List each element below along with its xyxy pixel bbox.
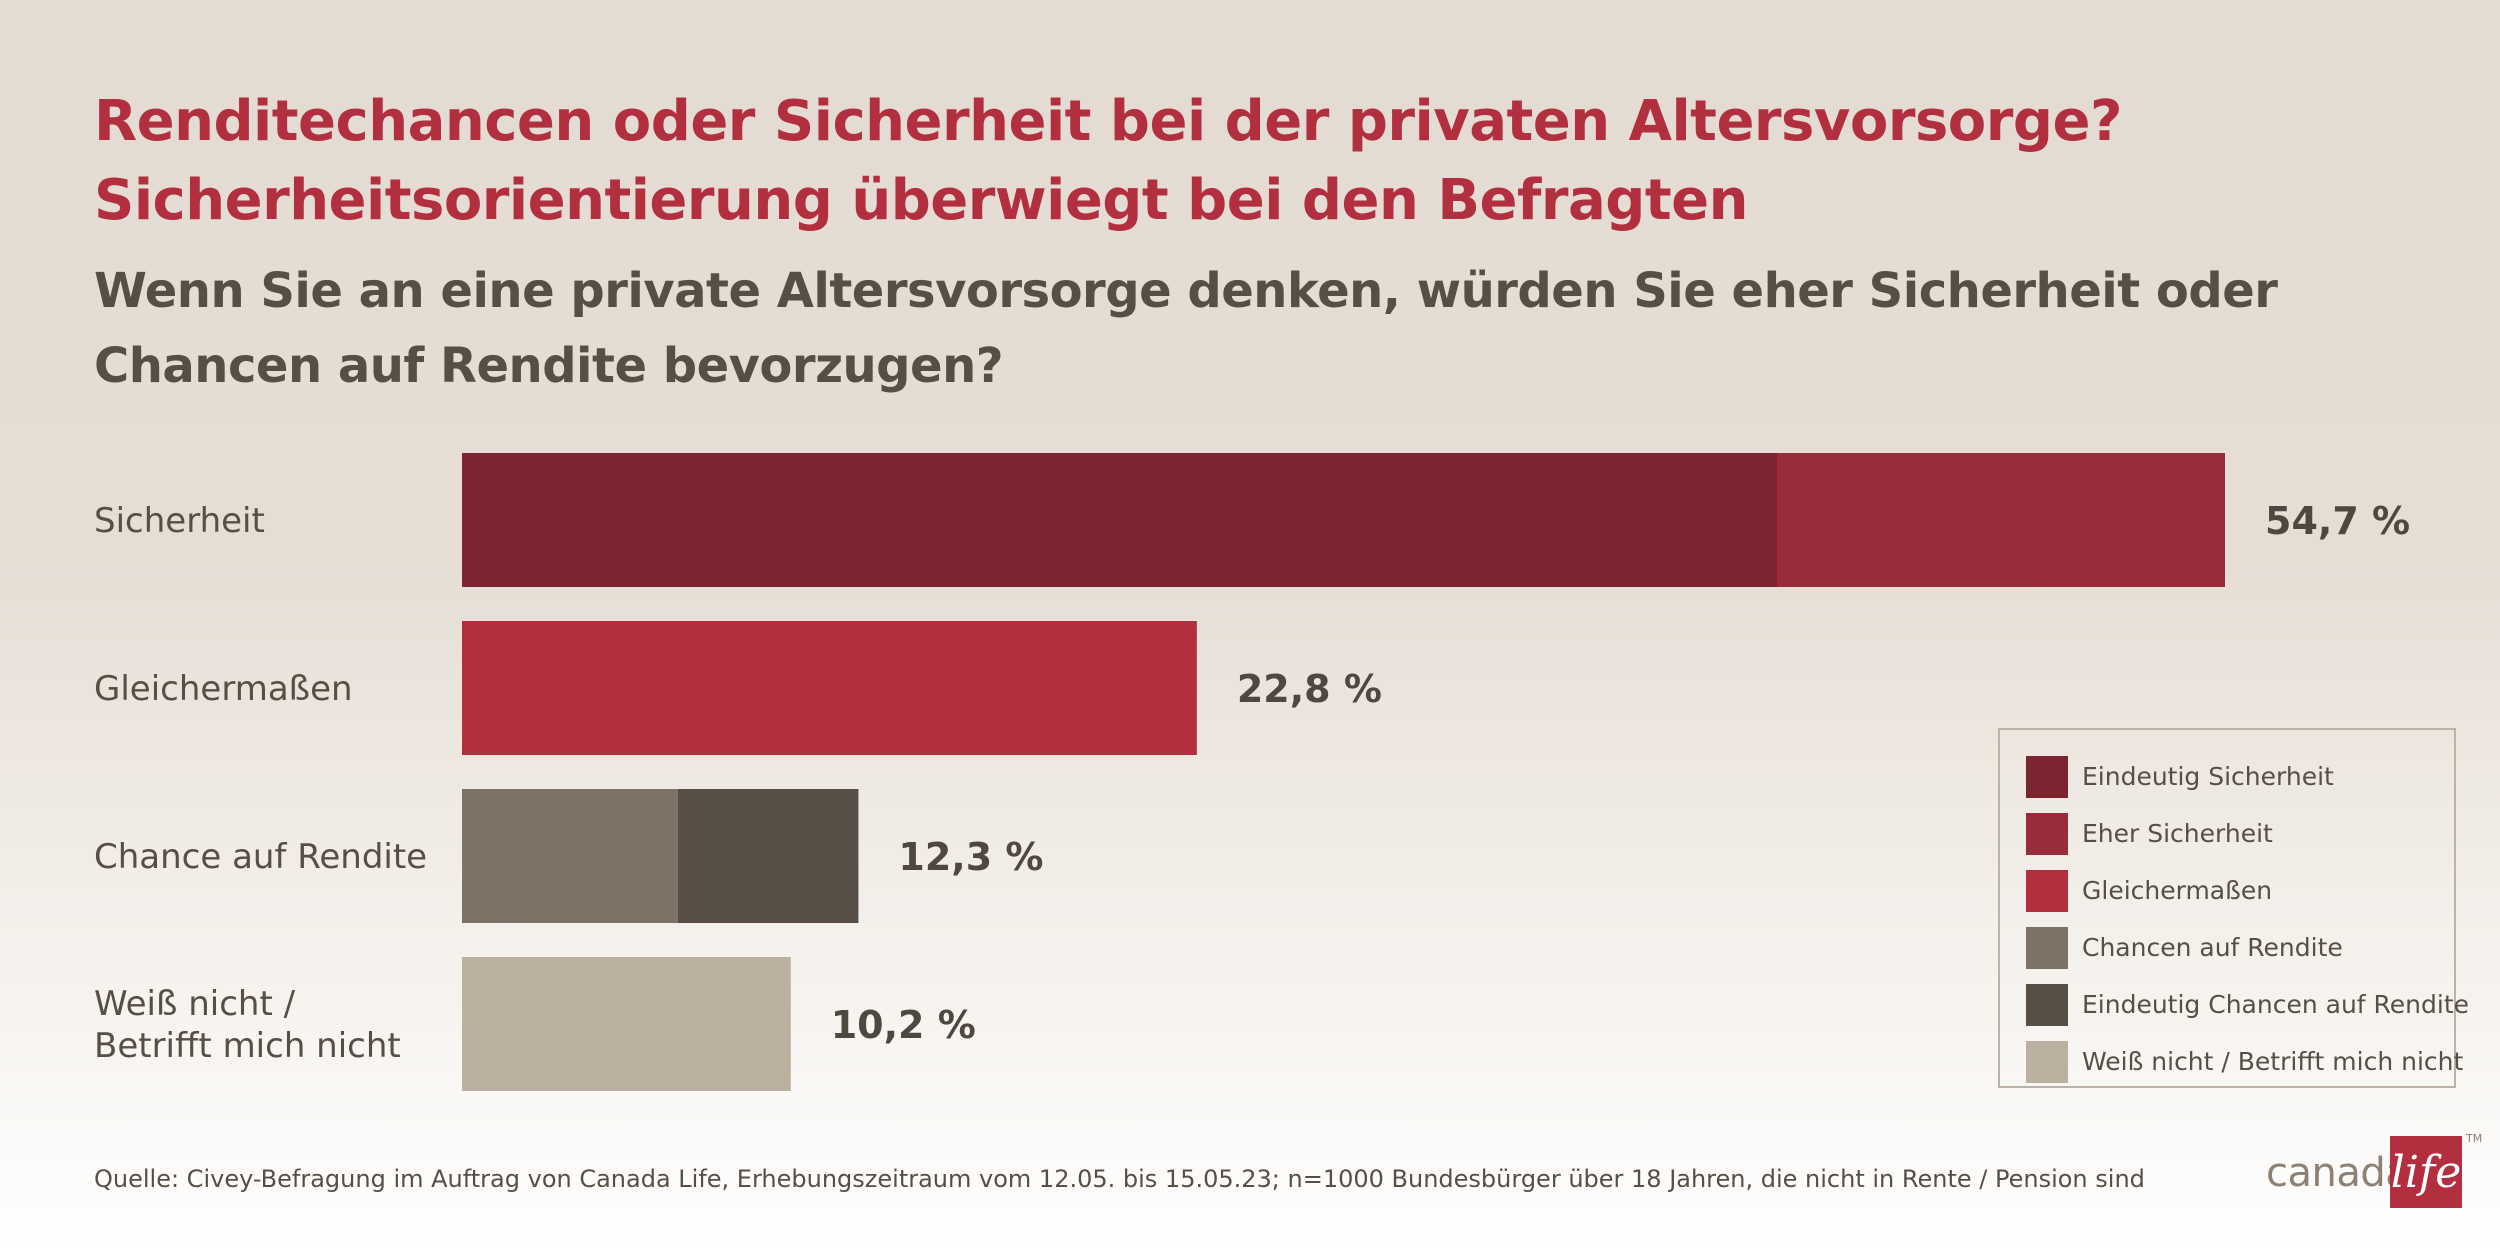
legend-item: Gleichermaßen <box>2026 862 2454 919</box>
bar-chart: Sicherheit 54,7 % Gleichermaßen 22,8 % Chanc… <box>94 453 2410 1091</box>
source-note: Quelle: Civey-Befragung im Auftrag von C… <box>94 1165 2145 1193</box>
legend-swatch <box>2026 926 2068 969</box>
logo-mark: life <box>2390 1136 2462 1208</box>
legend-swatch <box>2026 1040 2068 1083</box>
value-label: 22,8 % <box>1237 667 1382 711</box>
bar-segment <box>1776 453 2225 587</box>
chart-legend: Eindeutig Sicherheit Eher Sicherheit Gleic… <box>1998 728 2469 1090</box>
legend-label: Weiß nicht / Betrifft mich nicht <box>2082 1047 2464 1076</box>
bar-segment <box>462 957 791 1091</box>
legend-label: Gleichermaßen <box>2082 876 2273 905</box>
category-label: Weiß nicht / Betrifft mich nicht <box>94 984 401 1066</box>
chart-title-line-2: Sicherheitsorientierung überwiegt bei de… <box>94 168 1748 233</box>
legend-swatch <box>2026 812 2068 855</box>
legend-label: Eindeutig Chancen auf Rendite <box>2082 990 2470 1019</box>
legend-swatch <box>2026 755 2068 798</box>
category-label: Sicherheit <box>94 501 265 541</box>
legend-label: Eher Sicherheit <box>2082 819 2273 848</box>
legend-swatch <box>2026 983 2068 1026</box>
chart-title: Renditechancen oder Sicherheit bei der p… <box>94 82 2122 240</box>
legend-item: Eindeutig Sicherheit <box>2026 748 2454 805</box>
category-label: Gleichermaßen <box>94 669 353 709</box>
logo-wordmark: canada <box>2266 1150 2410 1196</box>
legend-item: Chancen auf Rendite <box>2026 919 2454 976</box>
bar-segment <box>677 789 859 923</box>
legend-item: Eher Sicherheit <box>2026 805 2454 862</box>
logo-trademark: TM <box>2466 1132 2483 1145</box>
value-label: 54,7 % <box>2265 499 2410 543</box>
legend-item: Weiß nicht / Betrifft mich nicht <box>2026 1033 2463 1090</box>
value-label: 10,2 % <box>831 1003 976 1047</box>
bar-segment <box>462 789 678 923</box>
bar-segment <box>462 453 1777 587</box>
category-label: Chance auf Rendite <box>94 837 427 877</box>
survey-question: Wenn Sie an eine private Altersvorsorge … <box>94 263 2278 394</box>
legend-label: Eindeutig Sicherheit <box>2082 762 2334 791</box>
legend-label: Chancen auf Rendite <box>2082 933 2343 962</box>
value-label: 12,3 % <box>898 835 1043 879</box>
legend-swatch <box>2026 869 2068 912</box>
bar-segment <box>462 621 1197 755</box>
legend-item: Eindeutig Chancen auf Rendite <box>2026 976 2469 1033</box>
chart-title-line-1: Renditechancen oder Sicherheit bei der p… <box>94 89 2122 154</box>
